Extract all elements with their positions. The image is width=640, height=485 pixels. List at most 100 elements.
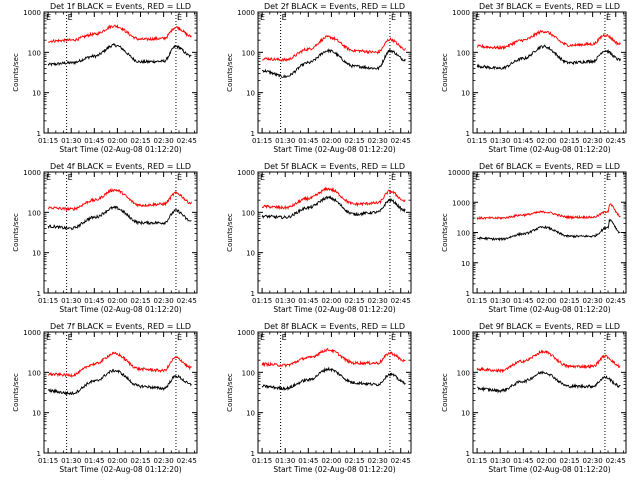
x-tick-label: 02:00: [321, 457, 341, 465]
x-tick-label: 02:15: [559, 457, 579, 465]
x-tick-label: 02:30: [154, 457, 174, 465]
y-tick-label: 100: [242, 369, 255, 377]
y-tick-label: 100: [457, 49, 470, 57]
y-axis-label: Counts/sec: [12, 213, 20, 252]
x-tick-label: 01:45: [298, 297, 318, 305]
panel-det-8: Det 8f BLACK = Events, RED = LLD 1 10 100 10…: [226, 322, 412, 474]
panel-det-2: Det 2f BLACK = Events, RED = LLD 1 10 100 10…: [226, 2, 412, 154]
x-tick-label: 01:30: [61, 457, 81, 465]
series-line-lld: [48, 351, 192, 378]
x-tick-label: 02:15: [559, 297, 579, 305]
y-tick-label: 1: [466, 290, 470, 298]
panel-title: Det 4f BLACK = Events, RED = LLD: [50, 162, 191, 171]
x-tick-label: 02:30: [368, 457, 388, 465]
eclipse-marker: E: [177, 13, 182, 22]
eclipse-marker: E: [391, 173, 396, 182]
panel-title: Det 1f BLACK = Events, RED = LLD: [50, 2, 191, 11]
x-axis-label: Start Time (02-Aug-08 01:12:20): [59, 465, 181, 474]
x-tick-label: 02:45: [606, 297, 626, 305]
eclipse-marker: E: [282, 333, 287, 342]
x-tick-label: 02:00: [107, 137, 127, 145]
eclipse-marker: E: [260, 173, 265, 182]
plot-frame: [43, 331, 198, 454]
y-tick-label: 1: [251, 290, 255, 298]
series-line-lld: [262, 35, 406, 63]
eclipse-marker: E: [46, 13, 51, 22]
y-tick-label: 100: [28, 369, 41, 377]
series-line-lld: [47, 187, 192, 212]
y-axis-label: Counts/sec: [441, 53, 449, 92]
eclipse-marker: E: [606, 13, 611, 22]
x-tick-label: 01:15: [38, 457, 58, 465]
y-axis-label: Counts/sec: [12, 53, 20, 92]
x-tick-label: 01:45: [84, 457, 104, 465]
eclipse-marker: E: [391, 13, 396, 22]
x-tick-label: 02:30: [583, 137, 603, 145]
y-tick-label: 100: [28, 49, 41, 57]
eclipse-marker: E: [177, 333, 182, 342]
y-tick-label: 1000: [237, 169, 255, 177]
x-tick-label: 02:00: [107, 457, 127, 465]
panel-det-5: Det 5f BLACK = Events, RED = LLD 1 10 100 10…: [226, 162, 412, 314]
x-axis-label: Start Time (02-Aug-08 01:12:20): [59, 145, 181, 154]
x-tick-label: 02:45: [391, 137, 411, 145]
x-axis-label: Start Time (02-Aug-08 01:12:20): [59, 305, 181, 314]
y-tick-label: 10000: [448, 169, 470, 177]
y-tick-label: 10: [246, 410, 255, 418]
y-tick-label: 1: [37, 290, 41, 298]
x-tick-label: 01:15: [252, 297, 272, 305]
series-line-events: [47, 205, 192, 231]
x-tick-label: 01:15: [467, 137, 487, 145]
panel-title: Det 3f BLACK = Events, RED = LLD: [479, 2, 620, 11]
eclipse-marker: E: [260, 13, 265, 22]
eclipse-marker: E: [475, 333, 480, 342]
x-tick-label: 01:45: [513, 137, 533, 145]
x-tick-label: 01:30: [490, 137, 510, 145]
plot-frame: [43, 11, 198, 134]
x-tick-label: 02:15: [344, 137, 364, 145]
y-tick-label: 1000: [452, 329, 470, 337]
eclipse-marker: E: [475, 13, 480, 22]
x-tick-label: 02:15: [559, 137, 579, 145]
x-tick-label: 01:45: [84, 137, 104, 145]
series-line-events: [476, 370, 621, 394]
panel-title: Det 7f BLACK = Events, RED = LLD: [50, 322, 191, 331]
y-tick-label: 10: [461, 260, 470, 268]
x-tick-label: 01:30: [61, 297, 81, 305]
panel-det-3: Det 3f BLACK = Events, RED = LLD 1 10 100 10…: [441, 2, 627, 154]
panel-title: Det 9f BLACK = Events, RED = LLD: [479, 322, 620, 331]
panel-det-1: Det 1f BLACK = Events, RED = LLD 1 10 100 10…: [12, 2, 198, 154]
series-line-events: [47, 368, 192, 396]
y-tick-label: 1000: [452, 199, 470, 207]
eclipse-marker: E: [260, 333, 265, 342]
plot-frame: [257, 11, 412, 134]
eclipse-marker: E: [606, 333, 611, 342]
x-tick-label: 02:30: [368, 297, 388, 305]
x-tick-label: 02:30: [154, 297, 174, 305]
y-tick-label: 1: [466, 450, 470, 458]
y-tick-label: 1000: [23, 169, 41, 177]
x-tick-label: 02:15: [130, 457, 150, 465]
eclipse-marker: E: [606, 173, 611, 182]
series-line-lld: [261, 347, 406, 368]
x-tick-label: 01:45: [298, 137, 318, 145]
series-line-lld: [47, 24, 192, 44]
y-tick-label: 1: [37, 450, 41, 458]
x-tick-label: 01:15: [467, 457, 487, 465]
series-line-events: [47, 43, 192, 67]
y-axis-label: Counts/sec: [441, 213, 449, 252]
x-tick-label: 01:45: [84, 297, 104, 305]
panel-det-4: Det 4f BLACK = Events, RED = LLD 1 10 100 10…: [12, 162, 198, 314]
x-tick-label: 02:15: [344, 457, 364, 465]
series-line-events: [261, 366, 406, 392]
eclipse-marker: E: [68, 13, 73, 22]
x-tick-label: 02:00: [536, 297, 556, 305]
x-tick-label: 02:00: [536, 457, 556, 465]
y-axis-label: Counts/sec: [226, 53, 234, 92]
series-line-lld: [476, 29, 621, 51]
x-tick-label: 01:15: [38, 137, 58, 145]
x-axis-label: Start Time (02-Aug-08 01:12:20): [488, 305, 610, 314]
panel-title: Det 6f BLACK = Events, RED = LLD: [479, 162, 620, 171]
